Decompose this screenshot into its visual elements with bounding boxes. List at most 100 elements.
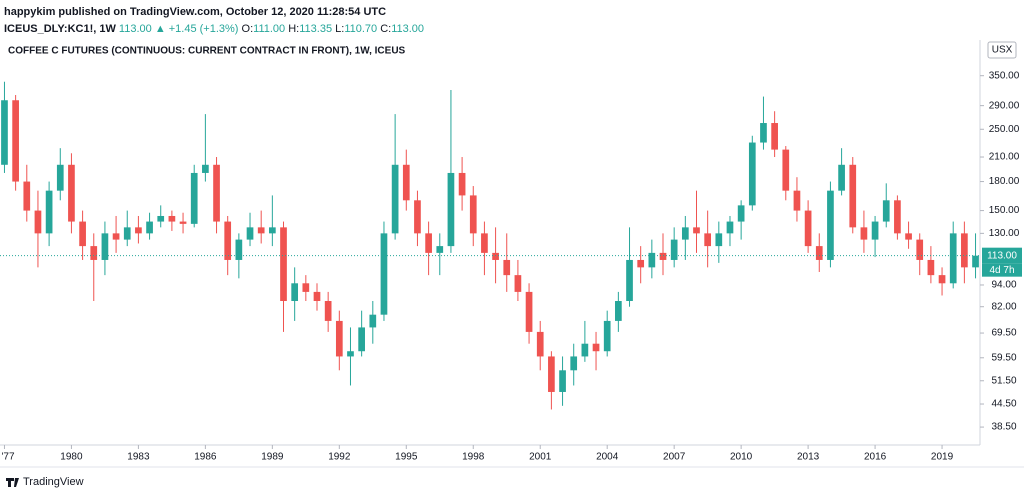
y-tick-label: 44.50 xyxy=(991,399,1016,410)
candle-body xyxy=(927,259,935,276)
candle-body xyxy=(45,190,53,234)
candle-body xyxy=(246,227,254,240)
candle-body xyxy=(626,259,633,301)
candle-body xyxy=(90,246,98,260)
candle-body xyxy=(748,142,756,206)
y-tick-label: 210.00 xyxy=(989,152,1020,163)
x-tick-label: 1989 xyxy=(261,452,284,463)
candle-body xyxy=(793,190,801,211)
candle-body xyxy=(838,164,845,191)
candle-body xyxy=(380,233,388,315)
ohlc-value: 113.35 xyxy=(299,23,333,35)
candle-body xyxy=(559,370,566,392)
candle-body xyxy=(369,314,377,328)
currency-label: USX xyxy=(992,45,1013,56)
candle-body xyxy=(280,227,287,301)
ohlc-label: H: xyxy=(288,23,300,35)
candle-body xyxy=(760,123,767,143)
candle-body xyxy=(860,227,868,240)
candle-body xyxy=(815,246,823,260)
candle-body xyxy=(715,233,723,247)
y-tick-label: 130.00 xyxy=(989,228,1020,239)
ohlc-label: C: xyxy=(380,23,392,35)
candle-body xyxy=(414,200,421,234)
candle-body xyxy=(23,181,31,211)
candle-body xyxy=(961,233,968,268)
candle-body xyxy=(659,252,667,260)
ohlc: O:111.00 H:113.35 L:110.70 C:113.00 xyxy=(242,23,425,35)
ohlc-label: O: xyxy=(241,23,254,35)
x-tick-label: 2004 xyxy=(596,452,619,463)
x-tick-label: 2010 xyxy=(730,452,753,463)
x-tick-label: 1983 xyxy=(127,452,150,463)
candle-body xyxy=(34,210,42,234)
logo-icon xyxy=(6,478,19,487)
candle-body xyxy=(503,259,511,276)
brand-name: TradingView xyxy=(23,476,84,488)
candle-body xyxy=(615,300,622,321)
candle-body xyxy=(469,195,477,234)
candle-body xyxy=(146,221,153,234)
candle-body xyxy=(804,210,812,247)
candle-body xyxy=(358,327,365,352)
candle-body xyxy=(514,275,522,292)
y-tick-label: 180.00 xyxy=(989,176,1020,187)
ohlc-label: L: xyxy=(335,23,345,35)
candle-body xyxy=(1,100,8,165)
countdown-box xyxy=(982,263,1022,277)
x-tick-label: 1992 xyxy=(328,452,351,463)
candle-body xyxy=(56,164,64,191)
tradingview-logo[interactable]: TradingView xyxy=(6,476,84,488)
candle-body xyxy=(157,215,165,222)
x-tick-label: 2016 xyxy=(864,452,887,463)
candle-body xyxy=(916,239,924,260)
candle-body xyxy=(481,233,488,253)
candle-body xyxy=(603,320,611,352)
candle-body xyxy=(581,343,589,357)
candle-body xyxy=(268,227,276,234)
candle-body xyxy=(648,252,656,268)
candle-body xyxy=(324,300,332,321)
candle-body xyxy=(335,320,343,357)
candle-body xyxy=(235,239,243,260)
candle-body xyxy=(179,221,187,224)
candle-body xyxy=(871,221,879,240)
candle-body xyxy=(425,233,432,253)
candle-body xyxy=(436,246,444,253)
countdown: 4d 7h xyxy=(989,265,1014,276)
x-tick-label: 2001 xyxy=(529,452,552,463)
candle-body xyxy=(938,275,946,284)
publisher-line: happykim published on TradingView.com, O… xyxy=(4,6,387,18)
candle-body xyxy=(302,283,310,292)
candle-body xyxy=(726,221,734,234)
y-tick-label: 69.50 xyxy=(991,328,1016,339)
candle-body xyxy=(402,164,410,201)
candle-body xyxy=(681,227,689,240)
y-tick-label: 59.50 xyxy=(991,352,1016,363)
candle-body xyxy=(536,331,544,357)
last-price: 113.00 xyxy=(118,23,152,35)
x-tick-label: 1980 xyxy=(60,452,83,463)
candle-body xyxy=(447,172,455,247)
candle-body xyxy=(882,200,890,222)
ohlc-value: 113.00 xyxy=(391,23,425,35)
candle-body xyxy=(168,215,176,222)
ohlc-value: 110.70 xyxy=(344,23,378,35)
price-label: 113.00 xyxy=(987,250,1017,261)
candle-body xyxy=(782,149,790,191)
candle-body xyxy=(79,221,86,247)
candle-body xyxy=(202,164,209,173)
candle-body xyxy=(570,356,578,371)
candle-body xyxy=(548,356,555,392)
y-tick-label: 94.00 xyxy=(991,280,1016,291)
ohlc-value: 111.00 xyxy=(253,23,286,35)
candle-body xyxy=(123,227,131,240)
candle-body xyxy=(525,291,533,332)
currency-box[interactable] xyxy=(987,41,1017,59)
candle-body xyxy=(313,291,321,301)
x-tick-label: 2019 xyxy=(931,452,954,463)
x-tick-label: 1998 xyxy=(462,452,485,463)
x-tick-label: 2013 xyxy=(797,452,820,463)
y-tick-label: 290.00 xyxy=(989,100,1020,111)
